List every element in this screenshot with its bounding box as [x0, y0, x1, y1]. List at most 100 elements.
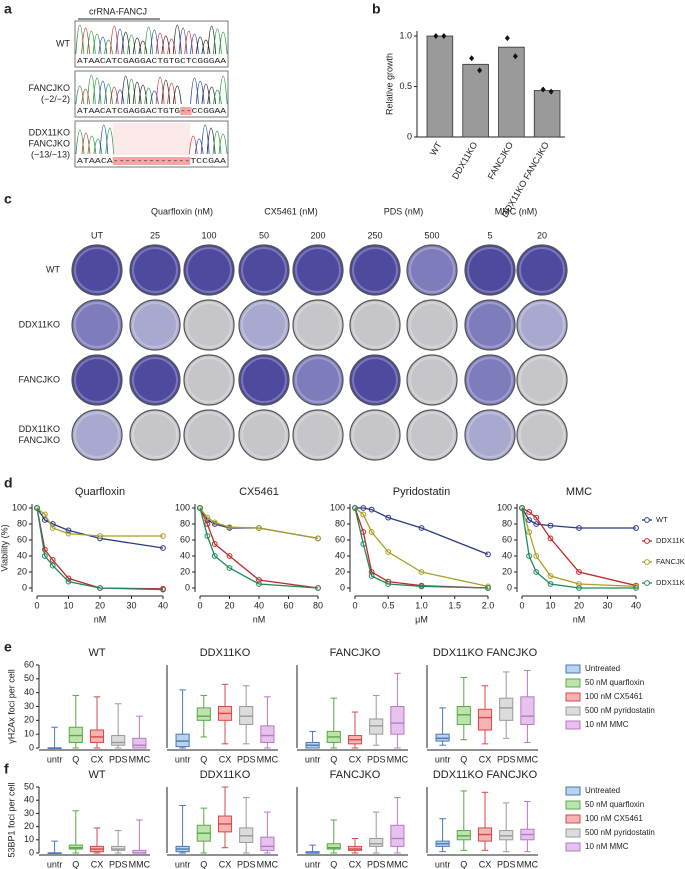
plate: [349, 409, 401, 461]
plate-rim: [409, 247, 455, 293]
replicate-point: [469, 55, 475, 62]
column-label: 20: [537, 230, 547, 240]
data-point: [41, 517, 48, 523]
data-point: [226, 553, 233, 559]
data-point: [256, 525, 262, 531]
legend-label: 50 nM quarfloxin: [585, 678, 644, 687]
plate: [406, 409, 458, 461]
x-tick-label: Q: [72, 859, 79, 869]
data-point: [385, 514, 392, 521]
legend-label: DDX11KO: [656, 536, 685, 545]
y-tick-label: 80: [502, 518, 512, 528]
y-tick-label: 0: [22, 582, 27, 592]
data-point: [197, 505, 203, 511]
trace-peak: [188, 135, 198, 155]
legend-label: 100 nM CX5461: [585, 692, 643, 701]
box: [390, 706, 405, 735]
chart-title: DDX11KO: [200, 647, 251, 659]
data-point: [533, 514, 540, 521]
trace-peak: [127, 34, 136, 55]
x-tick-label: Q: [72, 754, 79, 764]
y-tick-label: 0.5: [399, 81, 412, 91]
legend-swatch: [565, 828, 581, 838]
data-point: [226, 565, 233, 571]
data-point: [65, 527, 72, 534]
y-tick-label: 40: [180, 550, 190, 560]
data-point: [41, 553, 48, 559]
x-axis-label: nM: [253, 614, 266, 624]
series-line: [36, 507, 164, 591]
trace-peak: [86, 74, 96, 105]
trace-peak: [98, 36, 108, 55]
legend-label: 50 nM quarfloxin: [585, 800, 644, 809]
plate: [349, 299, 401, 351]
box: [390, 824, 405, 847]
x-tick-label: MMC: [517, 754, 539, 764]
trace-peak: [132, 81, 142, 105]
x-tick-label: untr: [305, 754, 321, 764]
y-axis-label: Relative growth: [384, 53, 394, 115]
plate-rim: [352, 247, 398, 293]
plate: [464, 354, 516, 406]
plate-rim: [132, 357, 178, 403]
y-tick-label: 1.0: [399, 30, 412, 40]
box: [111, 735, 126, 746]
data-point: [204, 521, 211, 527]
chart-title: Pyridostatin: [393, 486, 450, 498]
trace-peak: [149, 90, 159, 105]
series-line: [354, 507, 489, 588]
replicate-point: [433, 33, 439, 40]
y-tick-label: 50: [24, 781, 34, 791]
y-axis-label: Viability (%): [0, 524, 9, 571]
x-tick-label: 1.0: [415, 600, 428, 610]
panel-label: b: [372, 1, 381, 17]
data-point: [256, 577, 262, 583]
x-tick-label: MMC: [129, 859, 151, 869]
box: [326, 843, 341, 850]
bar: [426, 35, 454, 138]
data-point: [360, 541, 367, 547]
sequence: ATAACA-------------TCCGAA: [77, 158, 227, 166]
x-tick-label: 1.5: [448, 600, 461, 610]
data-point: [211, 519, 218, 526]
chart-title: WT: [88, 769, 105, 781]
trace-peak: [144, 87, 154, 105]
y-tick-label: 40: [24, 795, 34, 805]
x-tick-label: FANCJKO: [486, 140, 515, 181]
legend-label: 500 nM pyridostatin: [585, 706, 655, 715]
plate-rim: [74, 357, 120, 403]
x-tick-label: 30: [126, 600, 136, 610]
deletion-mark: [180, 107, 192, 115]
x-tick-label: CX: [349, 859, 362, 869]
data-point: [97, 585, 103, 591]
x-tick-label: Q: [460, 859, 467, 869]
row-label: FANCJKO: [28, 83, 70, 93]
trace-peak: [87, 135, 97, 155]
x-tick-label: CX: [91, 859, 104, 869]
data-point: [315, 535, 321, 542]
trace-peak: [98, 80, 108, 105]
y-tick-label: 10: [24, 729, 34, 739]
data-point: [49, 562, 56, 569]
data-point: [65, 578, 72, 585]
data-point: [485, 585, 491, 591]
box: [260, 725, 275, 743]
box: [520, 696, 535, 725]
plate-rim: [519, 412, 565, 458]
plate: [129, 354, 181, 406]
y-tick-label: 0: [507, 582, 512, 592]
x-tick-label: 10: [63, 600, 73, 610]
replicate-point: [512, 53, 518, 60]
chart-title: CX5461: [239, 486, 279, 498]
legend-label: 10 nM MMC: [585, 720, 629, 729]
data-point: [34, 505, 40, 511]
trace-peak: [172, 24, 182, 55]
trace-peak: [213, 89, 222, 105]
plate: [406, 354, 458, 406]
plate: [129, 409, 181, 461]
data-point: [204, 533, 211, 539]
series-line: [36, 507, 164, 549]
x-tick-label: CX: [349, 754, 362, 764]
y-axis-label: γH2Ax foci per cell: [6, 669, 16, 744]
box: [196, 707, 211, 721]
